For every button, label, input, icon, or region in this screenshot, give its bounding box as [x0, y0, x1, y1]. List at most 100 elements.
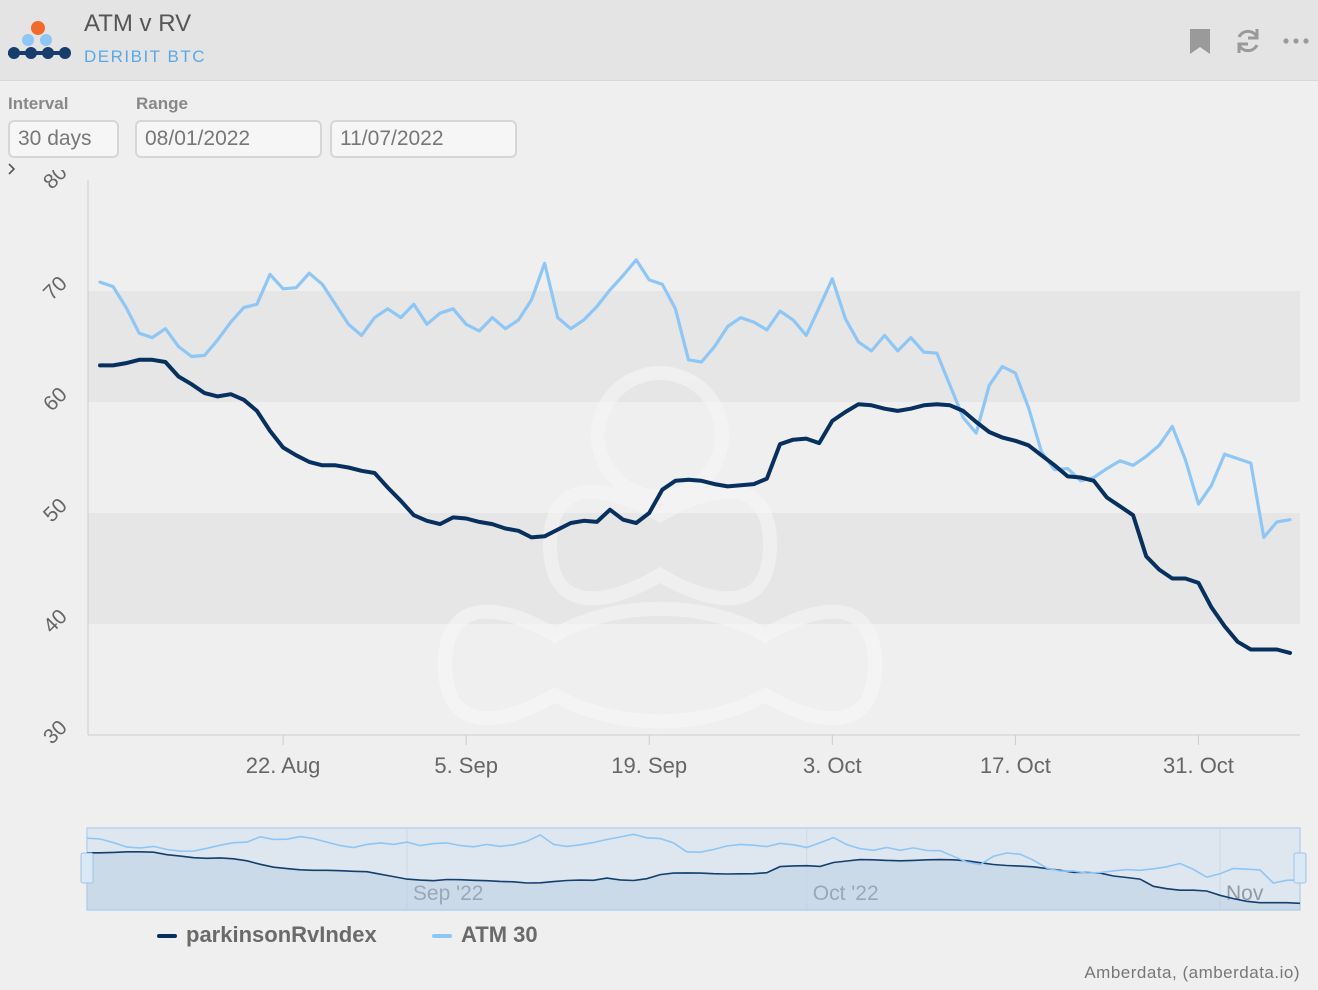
credits[interactable]: Amberdata, (amberdata.io) — [1084, 963, 1300, 982]
data-point — [595, 520, 599, 524]
data-point — [308, 272, 311, 275]
data-point — [111, 364, 115, 367]
data-point — [791, 438, 795, 441]
data-point — [438, 522, 442, 526]
data-point — [478, 329, 481, 333]
data-point — [935, 403, 939, 406]
data-point — [870, 349, 873, 353]
range-end-field[interactable]: 11/07/2022 — [330, 120, 517, 158]
data-point — [1262, 648, 1266, 651]
data-point — [909, 336, 912, 339]
data-point — [465, 517, 468, 520]
series-line — [98, 258, 1292, 540]
data-point — [556, 316, 559, 319]
data-point — [1079, 479, 1083, 482]
data-point — [1145, 555, 1148, 558]
data-point — [713, 345, 716, 348]
data-point — [896, 349, 899, 353]
data-point — [805, 334, 808, 337]
y-tick-label: 40 — [39, 605, 72, 638]
range-label: Range — [136, 94, 188, 113]
data-point — [334, 464, 337, 467]
data-point — [1131, 514, 1135, 517]
navigator[interactable]: Sep '22 Oct '22 Nov — [80, 827, 1307, 911]
data-point — [1118, 505, 1122, 508]
data-point — [844, 410, 847, 414]
data-point — [295, 286, 298, 289]
data-point — [1158, 444, 1161, 447]
data-point — [674, 307, 677, 310]
data-point — [295, 454, 298, 457]
data-point — [961, 409, 965, 413]
data-point — [386, 486, 389, 489]
data-point — [216, 338, 219, 341]
data-point — [1275, 648, 1279, 651]
data-point — [1105, 496, 1109, 499]
data-point — [661, 283, 664, 286]
data-point — [713, 482, 716, 486]
legend-item-atm[interactable]: ATM 30 — [461, 922, 538, 947]
navigator-line-atm — [86, 833, 1301, 884]
data-point — [425, 519, 429, 522]
data-point — [1223, 625, 1226, 628]
data-point — [1066, 475, 1069, 478]
data-point — [1053, 468, 1056, 471]
data-point — [1197, 502, 1200, 506]
data-point — [975, 431, 978, 435]
more-icon[interactable] — [1281, 26, 1311, 56]
data-point — [1027, 406, 1030, 409]
plot-bands — [88, 291, 1300, 624]
navigator-tick-label: Sep '22 — [413, 882, 484, 905]
data-point — [268, 273, 272, 276]
x-tick-label: 17. Oct — [980, 753, 1051, 778]
data-point — [1118, 459, 1122, 462]
legend-item-parkinson[interactable]: parkinsonRvIndex — [186, 922, 377, 947]
navigator-left-handle[interactable] — [80, 852, 94, 884]
chevron-right-icon[interactable] — [3, 160, 21, 178]
data-point — [203, 354, 206, 357]
data-point — [765, 477, 769, 480]
data-point — [1197, 581, 1200, 585]
data-point — [190, 383, 193, 386]
data-point — [870, 404, 873, 407]
data-point — [360, 469, 363, 472]
data-point — [111, 285, 115, 288]
data-point — [778, 443, 782, 446]
x-tick-label: 5. Sep — [434, 753, 498, 778]
data-point — [190, 355, 193, 358]
data-point — [1131, 464, 1135, 467]
data-point — [242, 398, 245, 401]
data-point — [491, 316, 494, 319]
interval-select[interactable]: 30 days — [8, 120, 119, 158]
data-point — [347, 323, 350, 326]
data-point — [321, 283, 324, 286]
data-point — [569, 327, 572, 330]
data-point — [543, 535, 546, 538]
refresh-icon[interactable] — [1233, 26, 1263, 56]
data-point — [164, 327, 167, 330]
data-point — [1027, 444, 1030, 447]
data-point — [1014, 439, 1017, 442]
data-point — [334, 303, 337, 306]
widget-subtitle: DERIBIT BTC — [84, 47, 206, 66]
data-point — [648, 511, 651, 515]
app-header: ATM v RV DERIBIT BTC — [0, 0, 1318, 81]
data-point — [360, 334, 363, 337]
bookmark-icon[interactable] — [1185, 26, 1215, 56]
data-point — [1288, 651, 1292, 655]
data-point — [412, 303, 415, 306]
data-point — [1275, 520, 1279, 524]
data-point — [1014, 371, 1017, 375]
data-point — [818, 306, 821, 309]
data-point — [1092, 476, 1096, 479]
data-point — [1171, 577, 1174, 580]
navigator-right-handle[interactable] — [1293, 852, 1307, 884]
data-point — [1079, 476, 1083, 479]
range-start-field[interactable]: 08/01/2022 — [135, 120, 322, 158]
y-tick-label: 80 — [39, 170, 72, 194]
data-point — [125, 306, 128, 309]
data-point — [491, 522, 494, 526]
data-point — [674, 479, 677, 482]
data-point — [961, 416, 965, 419]
data-point — [399, 316, 402, 319]
